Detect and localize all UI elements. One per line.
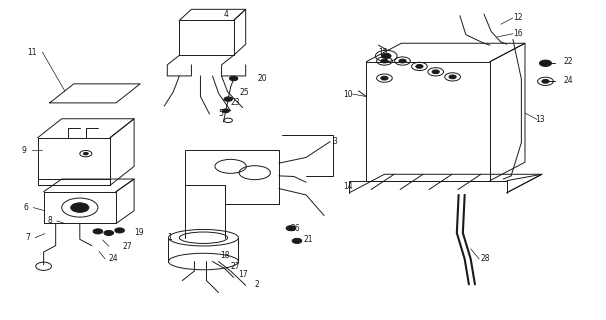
Circle shape	[539, 60, 551, 67]
Text: 25: 25	[239, 88, 249, 97]
Text: 11: 11	[27, 48, 36, 57]
Circle shape	[416, 65, 423, 68]
Text: 20: 20	[258, 74, 267, 83]
Circle shape	[399, 59, 406, 63]
Circle shape	[71, 203, 89, 212]
Text: 5: 5	[219, 108, 224, 117]
Circle shape	[381, 76, 388, 80]
Text: 14: 14	[343, 181, 353, 190]
Text: 13: 13	[535, 115, 545, 124]
Circle shape	[224, 97, 233, 101]
Circle shape	[542, 79, 549, 83]
Circle shape	[115, 228, 124, 233]
Text: 2: 2	[255, 280, 259, 289]
Text: 19: 19	[134, 228, 144, 237]
Text: 3: 3	[332, 137, 337, 146]
Text: 27: 27	[231, 262, 240, 271]
Text: 4: 4	[224, 10, 228, 19]
Circle shape	[104, 230, 113, 236]
Text: 18: 18	[220, 251, 229, 260]
Text: 7: 7	[25, 233, 30, 242]
Text: 17: 17	[238, 270, 247, 279]
Text: 26: 26	[291, 224, 301, 233]
Text: 21: 21	[303, 235, 313, 244]
Text: 9: 9	[22, 146, 27, 155]
Circle shape	[93, 229, 103, 234]
Text: 6: 6	[24, 203, 28, 212]
Text: 24: 24	[564, 76, 573, 84]
Circle shape	[432, 70, 439, 74]
Circle shape	[222, 109, 230, 113]
Text: 15: 15	[378, 48, 388, 57]
Circle shape	[286, 226, 296, 231]
Text: 1: 1	[167, 233, 172, 242]
Circle shape	[292, 238, 302, 244]
Circle shape	[381, 59, 388, 63]
Circle shape	[230, 76, 238, 81]
Text: 22: 22	[564, 57, 573, 66]
Text: 12: 12	[513, 13, 522, 22]
Circle shape	[449, 75, 456, 79]
Circle shape	[381, 53, 391, 59]
Text: 8: 8	[48, 216, 53, 225]
Circle shape	[84, 152, 88, 155]
Text: 16: 16	[513, 29, 522, 38]
Text: 28: 28	[481, 254, 490, 263]
Text: 24: 24	[108, 254, 118, 263]
Text: 27: 27	[122, 242, 132, 251]
Text: 10: 10	[343, 90, 353, 99]
Text: 23: 23	[231, 99, 240, 108]
